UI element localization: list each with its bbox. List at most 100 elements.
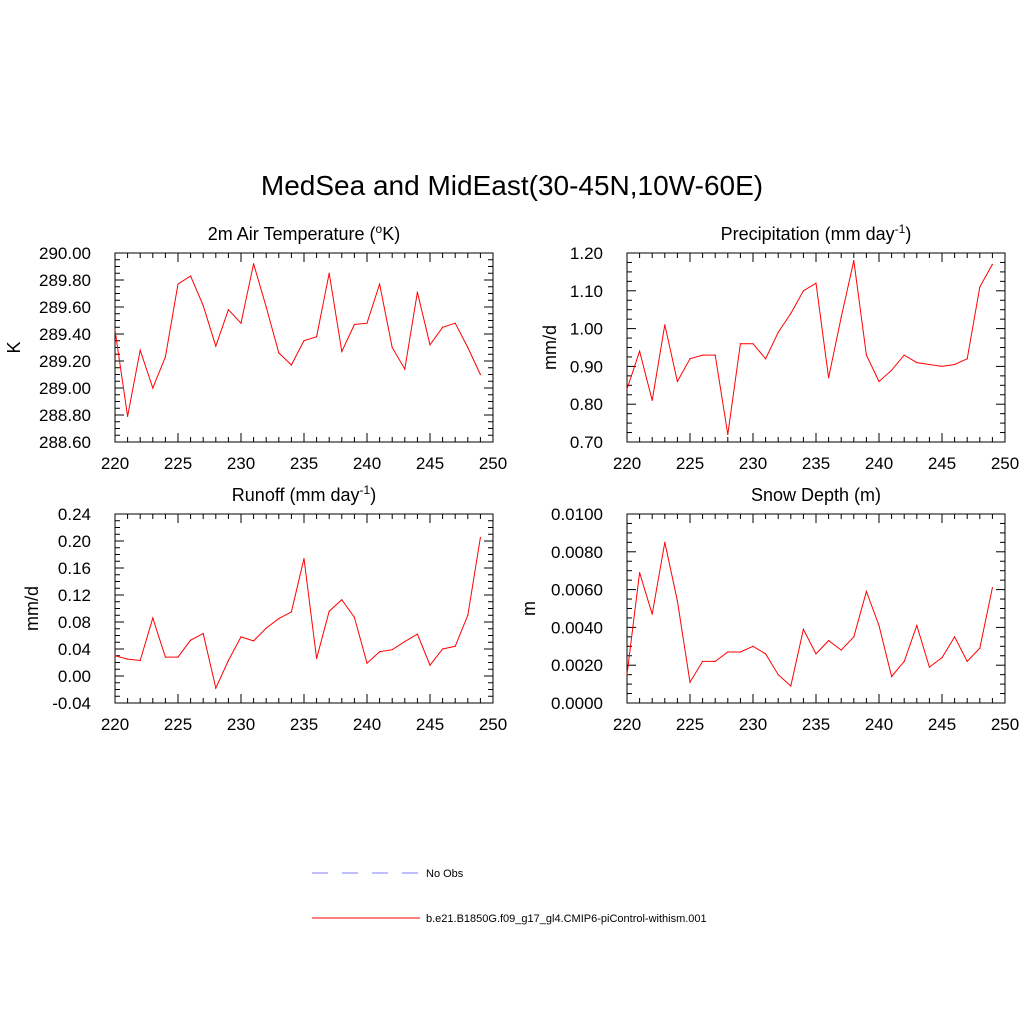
x-tick-label: 230 [227,715,255,734]
data-point [479,537,481,539]
y-tick-label: 1.00 [570,320,603,339]
y-tick-label: 0.08 [58,613,91,632]
data-point [290,611,292,613]
data-point [891,369,893,371]
y-tick-label: 289.80 [39,271,91,290]
data-point [114,655,116,657]
data-point [177,656,179,658]
data-point [316,336,318,338]
data-point [341,350,343,353]
data-point [739,651,742,653]
data-point [328,610,330,612]
data-point [840,649,842,651]
data-point [278,618,280,620]
data-point [202,305,204,307]
legend-label-obs: No Obs [426,868,464,880]
y-tick-label: 0.0040 [551,618,603,637]
data-point [626,674,628,676]
data-point [429,664,431,666]
y-axis-label: mm/d [540,325,560,370]
x-tick-label: 235 [802,454,830,473]
panel-title: Runoff (mm day-1) [232,483,376,505]
x-tick-label: 250 [479,454,507,473]
data-point [152,387,154,389]
panel-title: 2m Air Temperature (oK) [208,222,400,244]
data-point [702,354,704,356]
data-point [379,651,381,653]
panel-title-sup: -1 [360,483,371,497]
data-point [467,614,469,616]
data-point [928,666,931,668]
panel-title-tail: ) [370,485,376,505]
panel-title: Snow Depth (m) [751,485,881,505]
data-point [127,415,129,417]
y-tick-label: 289.00 [39,379,91,398]
panel-title-main: Runoff (mm day [232,485,360,505]
x-tick-label: 240 [353,454,381,473]
data-point [765,358,767,360]
figure-title: MedSea and MidEast(30-45N,10W-60E) [260,170,764,201]
y-tick-label: 0.0000 [551,694,603,713]
x-tick-label: 220 [613,715,641,734]
data-point [702,660,704,663]
x-tick-label: 250 [479,715,507,734]
data-point [366,662,368,664]
x-tick-label: 240 [353,715,381,734]
data-point [391,346,393,349]
data-point [639,571,641,574]
data-point [714,354,716,356]
data-point [928,363,931,366]
x-tick-label: 245 [416,454,444,473]
data-point [265,306,267,308]
data-point [891,675,893,678]
data-point [828,377,830,379]
panel-title-main: Snow Depth (m) [751,485,881,505]
data-point [664,324,666,326]
data-point [215,687,217,689]
data-point [341,599,343,601]
data-point [639,350,641,352]
data-point [954,363,956,366]
x-tick-label: 250 [991,454,1019,473]
data-point [127,658,129,660]
data-point [991,263,994,265]
y-tick-label: 0.0080 [551,543,603,562]
data-point [253,640,255,642]
data-point [379,283,381,285]
data-point [853,636,855,638]
panel-title-tail: ) [905,224,911,244]
data-point [840,316,842,318]
x-tick-label: 250 [991,715,1019,734]
legend: No Obs b.e21.B1850G.f09_g17_gl4.CMIP6-piC… [312,868,707,925]
x-tick-label: 245 [928,715,956,734]
x-tick-label: 235 [802,715,830,734]
data-point [752,645,754,647]
data-point [227,659,229,662]
panel-title-tail: K) [382,224,400,244]
series-line [114,537,481,690]
data-point [454,645,456,647]
x-tick-label: 245 [416,715,444,734]
data-point [689,358,691,360]
data-point [727,651,729,653]
plot-frame [626,252,1006,443]
data-point [114,329,116,331]
plot-frame [626,513,1006,704]
x-tick-label: 240 [865,454,893,473]
series-line [626,542,993,687]
y-tick-label: 0.0100 [551,505,603,524]
data-point [651,613,653,615]
data-point [404,640,406,643]
data-point [278,352,280,354]
data-point [991,587,994,589]
legend-label-model: b.e21.B1850G.f09_g17_gl4.CMIP6-piControl… [426,913,707,925]
y-tick-label: 0.80 [570,395,603,414]
panel-title: Precipitation (mm day-1) [721,222,912,244]
data-point [979,286,981,288]
data-point [815,653,817,655]
x-tick-label: 225 [676,454,704,473]
data-point [802,290,805,292]
data-point [727,433,729,436]
data-point [676,600,679,602]
